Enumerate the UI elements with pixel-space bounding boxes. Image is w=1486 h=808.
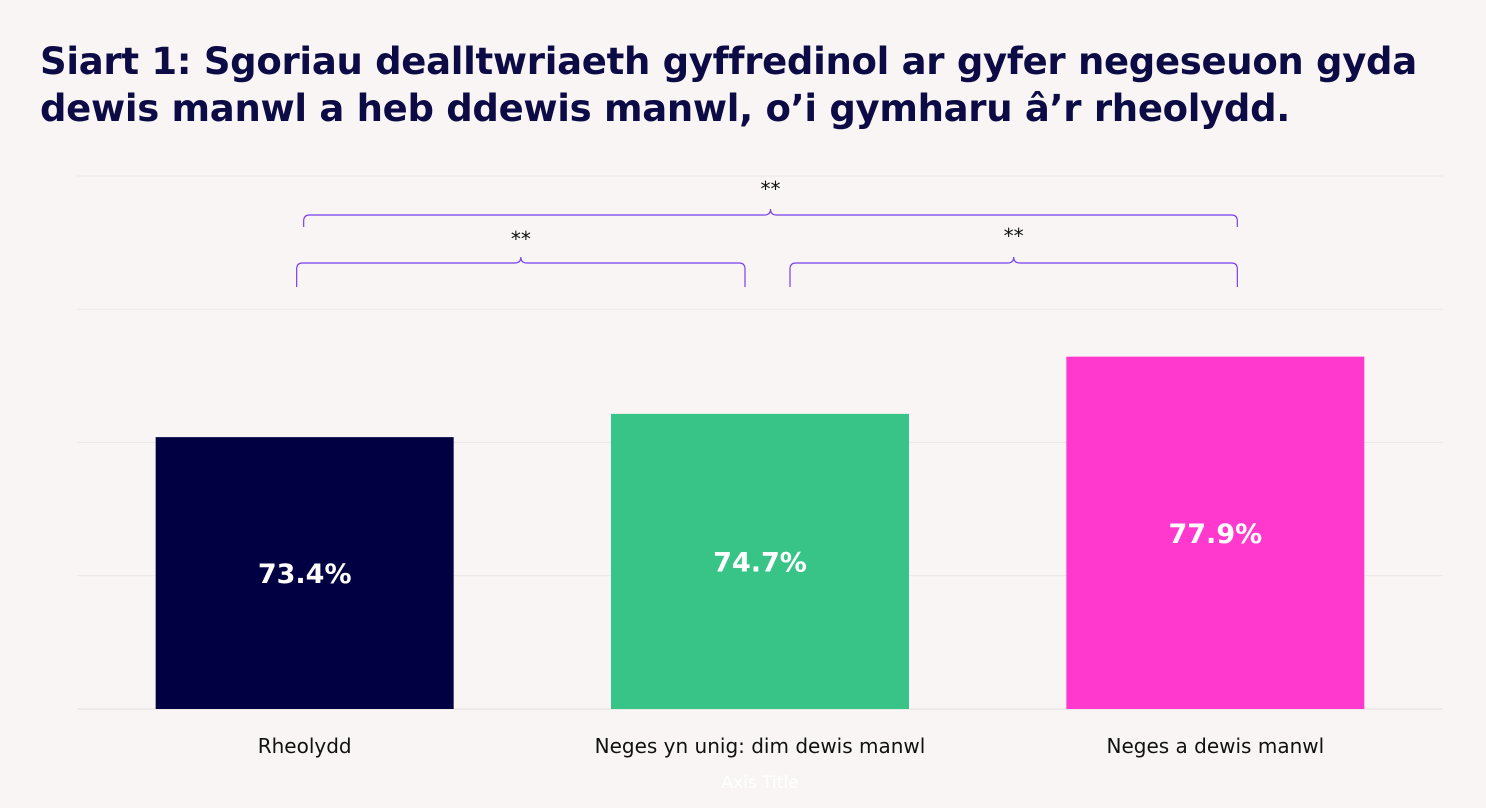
chart-title: Siart 1: Sgoriau dealltwriaeth gyffredin… (40, 40, 1417, 130)
data-label: 74.7% (713, 547, 807, 578)
data-labels: 73.4% 74.7% 77.9% (258, 519, 1262, 590)
significance-label: ** (1004, 224, 1024, 248)
significance-label: ** (511, 227, 531, 251)
bars (155, 356, 1365, 709)
bar (1066, 356, 1365, 709)
significance-bracket (303, 208, 1238, 227)
significance-brackets: ** ** ** (296, 177, 1238, 287)
data-label: 77.9% (1168, 519, 1262, 550)
significance-label: ** (761, 177, 781, 201)
significance-bracket (789, 256, 1238, 287)
x-axis-title: Axis Title (721, 773, 798, 793)
category-label: Neges a dewis manwl (1106, 734, 1324, 758)
bar (611, 413, 909, 709)
significance-bracket (296, 256, 746, 287)
data-label: 73.4% (258, 559, 352, 590)
category-label: Neges yn unig: dim dewis manwl (595, 734, 926, 758)
bar (155, 437, 454, 709)
category-label: Rheolydd (258, 734, 352, 758)
category-labels: Rheolydd Neges yn unig: dim dewis manwl Ne… (258, 734, 1324, 758)
